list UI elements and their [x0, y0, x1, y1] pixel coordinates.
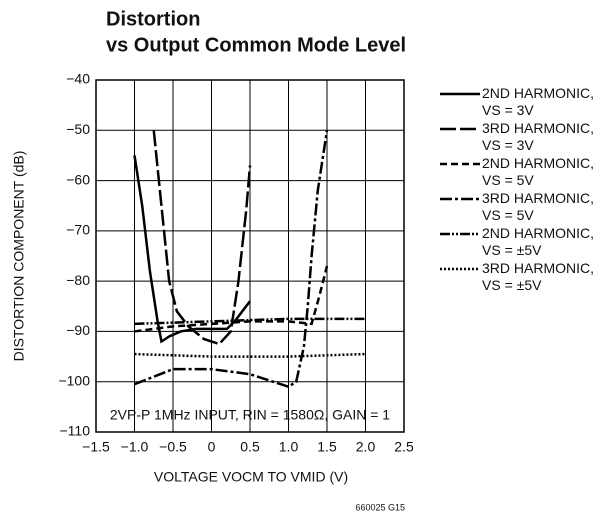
- legend-label-line: 2ND HARMONIC,: [482, 85, 594, 101]
- y-tick-label: −50: [66, 121, 90, 137]
- series-line: [134, 265, 329, 333]
- legend-label-line: 2ND HARMONIC,: [482, 225, 594, 241]
- chart-subtitle: vs Output Common Mode Level: [106, 34, 406, 56]
- y-tick-label: −90: [66, 322, 90, 338]
- y-tick-label: −110: [60, 423, 91, 439]
- legend-label-line: VS = 3V: [482, 137, 534, 153]
- legend-label-line: VS = 5V: [482, 207, 534, 223]
- y-tick-label: −80: [66, 272, 90, 288]
- x-tick-label: 2.0: [356, 439, 376, 455]
- legend-label-line: 3RD HARMONIC,: [482, 120, 594, 136]
- y-axis-label: DISTORTION COMPONENT (dB): [11, 151, 27, 362]
- legend-label: 2ND HARMONIC, VS = ±5V: [482, 225, 594, 258]
- x-tick-label: −1.0: [121, 439, 149, 455]
- legend-label-line: VS = ±5V: [482, 242, 542, 258]
- series-line: [134, 130, 329, 389]
- series-line: [134, 317, 366, 326]
- legend-label-line: VS = 5V: [482, 172, 534, 188]
- legend-label-line: 3RD HARMONIC,: [482, 260, 594, 276]
- x-tick-label: 0: [208, 439, 216, 455]
- plot-frame: [95, 79, 405, 433]
- x-tick-label: 2.5: [394, 439, 414, 455]
- legend-label-line: 3RD HARMONIC,: [482, 190, 594, 206]
- chart-title: Distortion: [106, 8, 200, 30]
- legend-label: 3RD HARMONIC, VS = 3V: [482, 120, 594, 153]
- legend-label-line: 2ND HARMONIC,: [482, 155, 594, 171]
- x-axis-label: VOLTAGE VOCM TO VMID (V): [154, 469, 348, 485]
- footnote: 660025 G15: [355, 502, 405, 512]
- x-tick-label: 1.0: [279, 439, 299, 455]
- legend-label-line: VS = ±5V: [482, 277, 542, 293]
- legend-label: 3RD HARMONIC, VS = ±5V: [482, 260, 594, 293]
- series-line: [152, 130, 252, 346]
- y-tick-label: −70: [66, 222, 90, 238]
- x-tick-label: 0.5: [240, 439, 260, 455]
- legend-label: 2ND HARMONIC, VS = 5V: [482, 155, 594, 188]
- legend-label: 2ND HARMONIC, VS = 3V: [482, 85, 594, 118]
- x-tick-label: −1.5: [82, 439, 110, 455]
- series-line: [134, 352, 366, 358]
- x-tick-label: −0.5: [159, 439, 187, 455]
- y-tick-label: −100: [58, 372, 90, 388]
- y-tick-label: −60: [66, 171, 90, 187]
- legend-label: 3RD HARMONIC, VS = 5V: [482, 190, 594, 223]
- legend-label-line: VS = 3V: [482, 102, 534, 118]
- y-tick-label: −40: [66, 71, 90, 87]
- x-tick-label: 1.5: [317, 439, 337, 455]
